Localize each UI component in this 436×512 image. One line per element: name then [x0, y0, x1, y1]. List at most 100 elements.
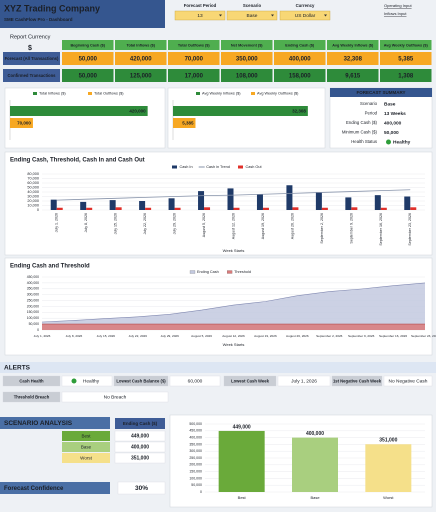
bar	[233, 207, 240, 210]
area-line	[41, 282, 426, 323]
x-tick-label: September 23, 2026	[408, 213, 412, 246]
area	[42, 282, 425, 330]
kpi-header: Ending Cash ($)	[285, 43, 315, 47]
legend-label: Ending Cash	[197, 270, 219, 274]
bar	[227, 188, 234, 210]
y-tick-label: 0	[37, 328, 39, 332]
kpi-value-cell	[62, 69, 114, 82]
kpi-value: 50,000	[79, 57, 98, 63]
kpi-row-label: Confirmed Transactions	[8, 73, 57, 78]
y-tick-label: 100,000	[189, 476, 202, 480]
x-tick-label: September 16, 2026	[379, 334, 407, 338]
bar	[10, 106, 148, 116]
kpi-value: 50,000	[79, 74, 98, 80]
y-tick-label: 200,000	[27, 304, 39, 308]
y-tick-label: 450,000	[189, 429, 202, 433]
alert-value: 60,000	[188, 379, 203, 385]
y-tick-label: 250,000	[189, 456, 202, 460]
bar	[173, 118, 196, 128]
kpi-value-cell	[221, 52, 273, 65]
kpi-value-cell	[327, 69, 379, 82]
y-tick-label: 10,000	[27, 204, 39, 208]
control-label: Scenario	[243, 3, 262, 8]
x-tick-label: August 19, 2026	[254, 334, 277, 338]
kpi-header-cell	[380, 40, 432, 50]
alert-label: Lowest Cash Balance ($)	[116, 378, 166, 383]
bar	[286, 185, 293, 210]
bar	[139, 201, 146, 210]
legend-swatch	[33, 92, 37, 95]
data-label: 449,000	[233, 424, 251, 430]
y-tick-label: 80,000	[27, 172, 39, 176]
x-tick-label: July 1, 2026	[34, 334, 51, 338]
nav-link[interactable]: Inflows Input	[384, 11, 407, 16]
dropdown[interactable]	[174, 10, 226, 21]
y-tick-label: 150,000	[189, 470, 202, 474]
kpi-header-cell	[327, 40, 379, 50]
nav-link[interactable]: Operating Input	[384, 3, 412, 8]
kpi-header: Avg Weekly Inflows ($)	[332, 43, 374, 47]
alert-value-cell	[61, 375, 113, 387]
x-tick-label: September 9, 2026	[349, 213, 353, 244]
bar	[10, 118, 33, 128]
dropdown[interactable]	[226, 10, 278, 21]
x-tick-label: July 8, 2026	[84, 213, 88, 232]
legend-label: Cash Out	[246, 165, 263, 169]
kpi-value-cell	[168, 69, 220, 82]
dropdown-arrow	[271, 14, 274, 17]
kpi-value: 17,000	[185, 74, 204, 80]
bar	[380, 207, 387, 210]
y-tick-label: 20,000	[27, 199, 39, 203]
y-tick-label: 40,000	[27, 190, 39, 194]
dropdown-value[interactable]: Base	[247, 13, 258, 19]
summary-label: Minimum Cash ($)	[342, 130, 378, 135]
kpi-value: 158,000	[289, 74, 311, 80]
currency-label: Report Currency	[10, 34, 51, 40]
summary-value: 13 Weeks	[384, 111, 406, 117]
legend-label: Cash in Trend	[206, 165, 230, 169]
bar	[80, 201, 87, 210]
scenario-value: 351,000	[131, 456, 149, 462]
y-tick-label: 30,000	[27, 195, 39, 199]
bar	[321, 207, 328, 210]
legend-swatch	[172, 165, 177, 169]
kpi-header-cell	[62, 40, 114, 50]
y-tick-label: 300,000	[27, 293, 39, 297]
chart-panel	[4, 151, 433, 256]
chart-title: Ending Cash and Threshold	[10, 264, 90, 270]
legend-label: Avg Weekly Inflows ($)	[202, 92, 241, 96]
kpi-value: 125,000	[130, 74, 152, 80]
y-tick-label: 450,000	[27, 275, 39, 279]
alert-value: No Negative Cash	[389, 379, 428, 385]
data-label: 351,000	[379, 438, 397, 444]
x-tick-label: July 1, 2026	[55, 213, 59, 232]
app-subtitle: SME CashFlow Pro - Dashboard	[4, 17, 73, 22]
kpi-value: 5,385	[398, 57, 414, 63]
scenario-value-cell	[114, 441, 166, 453]
data-label: 420,000	[129, 108, 146, 113]
kpi-header-cell	[115, 40, 167, 50]
section-title: SCENARIO ANALYSIS	[4, 420, 73, 427]
kpi-value-cell	[327, 52, 379, 65]
x-tick-label: July 22, 2026	[143, 213, 147, 234]
currency-symbol: $	[28, 45, 32, 52]
chart-title: Ending Cash, Threshold, Cash In and Cash…	[10, 158, 145, 164]
bar	[410, 207, 417, 210]
alert-label-cell	[2, 375, 61, 387]
confidence-value: 30%	[135, 485, 148, 492]
y-tick-label: 60,000	[27, 181, 39, 185]
legend-swatch	[251, 92, 255, 95]
summary-label: Scenario	[360, 101, 378, 106]
alert-label: Cash Health	[19, 378, 44, 383]
section-title: ALERTS	[4, 365, 31, 372]
dropdown[interactable]	[279, 10, 331, 21]
dropdown-value[interactable]: 13	[197, 13, 203, 19]
bar	[56, 207, 63, 210]
summary-panel	[329, 87, 433, 149]
alert-value-cell	[277, 375, 331, 387]
y-tick-label: 350,000	[189, 442, 202, 446]
x-tick-label: July 15, 2026	[97, 334, 116, 338]
legend-swatch	[88, 92, 92, 95]
dropdown-value[interactable]: US Dollar	[295, 13, 316, 19]
legend-label: Total Outflows ($)	[94, 92, 124, 96]
